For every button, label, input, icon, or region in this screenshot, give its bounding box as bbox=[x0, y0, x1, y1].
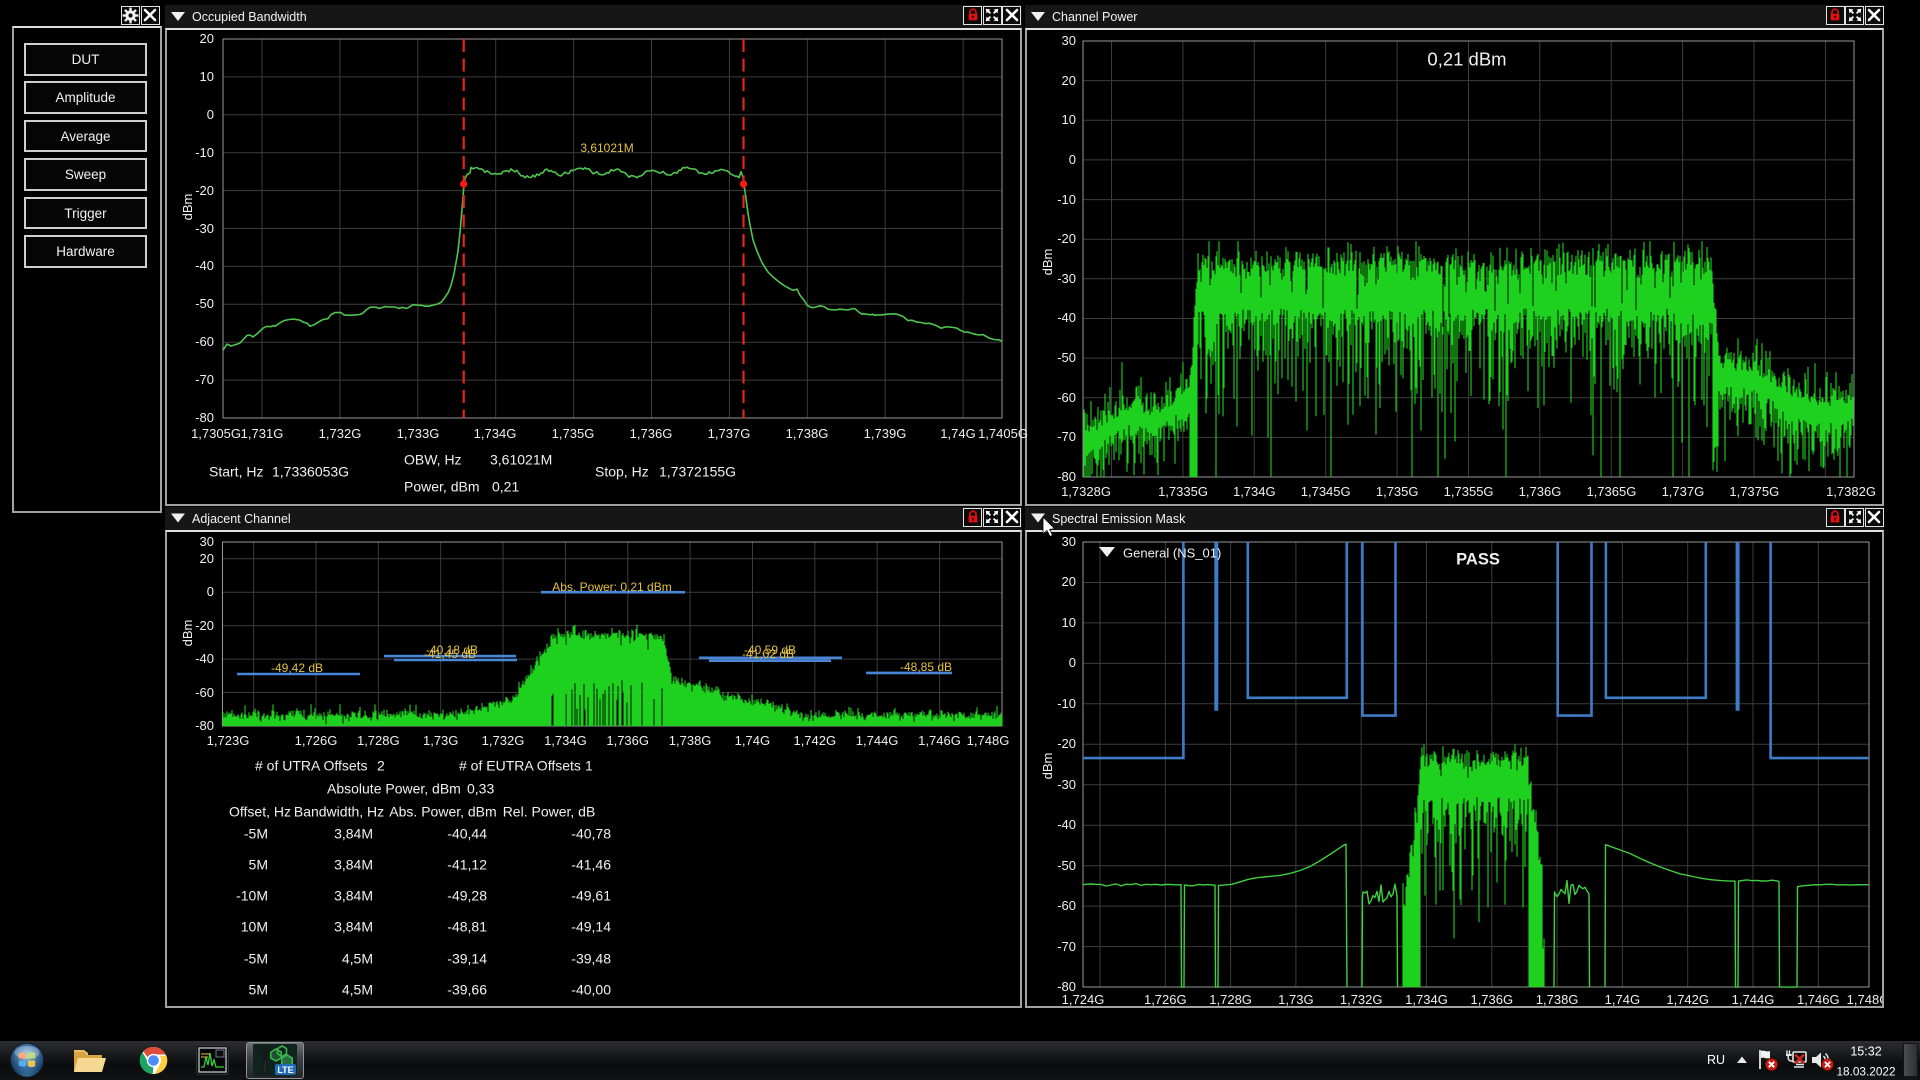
svg-text:LTE: LTE bbox=[277, 1065, 293, 1075]
